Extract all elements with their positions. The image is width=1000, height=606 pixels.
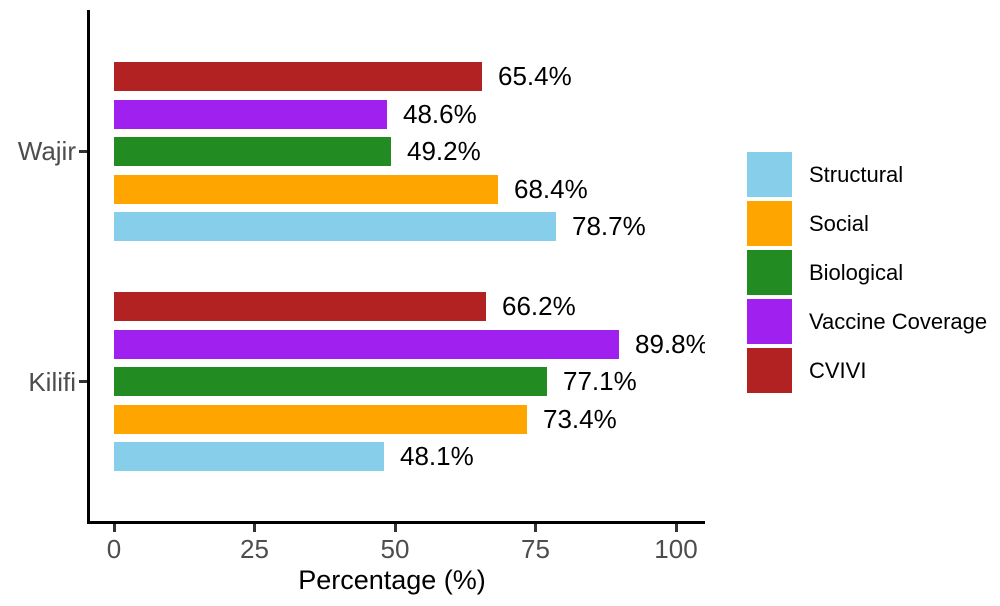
legend-item-social: Social: [747, 201, 987, 246]
bar-kilifi-biological: [114, 367, 547, 396]
x-tick-label: 0: [106, 534, 122, 564]
x-tick-label: 25: [240, 534, 269, 564]
bar-value-label: 68.4%: [514, 174, 588, 204]
legend: Structural Social Biological Vaccine Cov…: [747, 152, 987, 393]
bar-value-label: 66.2%: [502, 291, 576, 321]
bar-wajir-biological: [114, 137, 391, 166]
legend-label: Structural: [809, 161, 904, 187]
y-axis-label-kilifi: Kilifi: [28, 367, 76, 397]
bar-wajir-structural: [114, 212, 556, 241]
x-axis-title: Percentage (%): [298, 565, 486, 595]
y-tick-mark: [79, 150, 87, 153]
bar-value-label: 73.4%: [543, 404, 617, 434]
x-tick-mark: [674, 524, 678, 532]
bar-value-label: 65.4%: [498, 61, 572, 91]
y-axis-line: [87, 10, 90, 524]
bar-kilifi-vaccine-coverage: [114, 330, 619, 359]
legend-swatch-structural: [747, 152, 792, 197]
legend-label: Biological: [809, 259, 904, 285]
x-tick-label: 100: [654, 534, 698, 564]
x-tick-mark: [112, 524, 116, 532]
bar-value-label: 77.1%: [563, 366, 637, 396]
legend-item-vaccine-coverage: Vaccine Coverage: [747, 299, 987, 344]
bar-value-label: 49.2%: [407, 136, 481, 166]
legend-swatch-cvivi: [747, 348, 792, 393]
y-tick-mark: [79, 380, 87, 383]
x-tick-label: 50: [380, 534, 410, 564]
legend-label: CVIVI: [809, 357, 867, 383]
bar-value-label: 48.1%: [400, 441, 474, 471]
legend-label: Vaccine Coverage: [809, 308, 988, 334]
legend-swatch-biological: [747, 250, 792, 295]
legend-item-biological: Biological: [747, 250, 987, 295]
bar-value-label: 48.6%: [403, 99, 477, 129]
bar-kilifi-social: [114, 405, 527, 434]
bar-value-label: 78.7%: [572, 211, 646, 241]
y-axis-label-wajir: Wajir: [17, 136, 76, 166]
legend-label: Social: [809, 210, 869, 236]
x-axis-line: [87, 521, 705, 524]
legend-item-structural: Structural: [747, 152, 987, 197]
x-tick-mark: [534, 524, 537, 532]
x-tick-mark: [393, 524, 397, 532]
bar-kilifi-cvivi: [114, 292, 486, 321]
x-tick-mark: [253, 524, 256, 532]
legend-swatch-vaccine-coverage: [747, 299, 792, 344]
bar-kilifi-structural: [114, 442, 384, 471]
bar-wajir-vaccine-coverage: [114, 100, 387, 129]
bar-value-label: 89.8%: [635, 329, 705, 359]
legend-item-cvivi: CVIVI: [747, 348, 987, 393]
bar-wajir-cvivi: [114, 62, 482, 91]
legend-swatch-social: [747, 201, 792, 246]
bar-wajir-social: [114, 175, 498, 204]
plot-panel: 65.4% 48.6% 49.2% 68.4% 78.7% 66.2% 89.8% 77.1%…: [114, 61, 705, 471]
x-tick-label: 75: [521, 534, 550, 564]
